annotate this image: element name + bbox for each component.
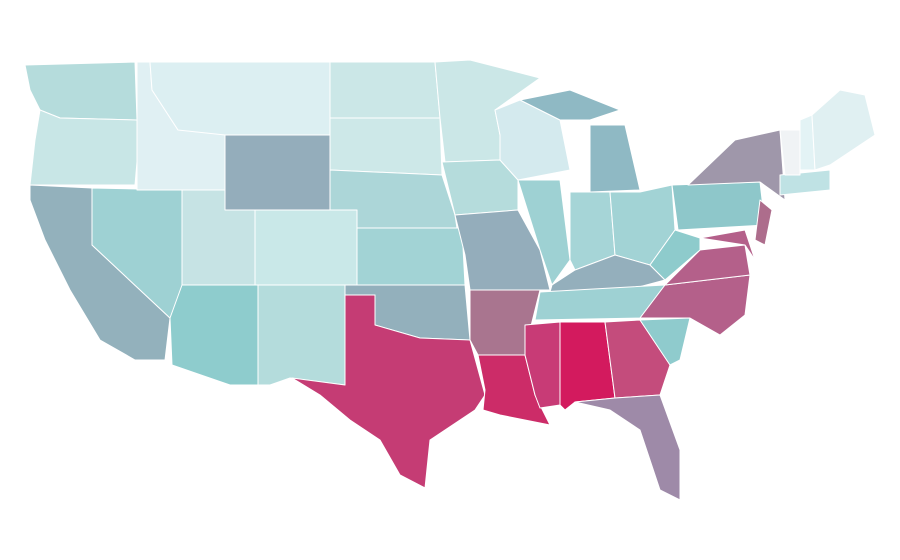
state-region [254, 209, 358, 286]
state-region [639, 317, 691, 366]
state-region [356, 227, 466, 286]
state-region [779, 129, 801, 176]
state-region [441, 159, 519, 216]
state-region [169, 284, 259, 386]
state-region [754, 199, 773, 246]
state-region [329, 117, 443, 176]
state-region [329, 61, 441, 119]
state-region [779, 169, 831, 196]
state-region [687, 129, 786, 201]
state-region [517, 179, 571, 286]
state-region [454, 209, 551, 291]
state-region [519, 89, 641, 193]
state-region [291, 294, 486, 489]
state-region [671, 181, 766, 231]
state-region [224, 134, 331, 211]
state-region [29, 109, 139, 186]
state-region [649, 229, 701, 281]
state-region [149, 61, 331, 136]
state-region [574, 394, 681, 501]
state-region [699, 229, 756, 261]
state-region [604, 319, 671, 399]
state-region [257, 284, 346, 386]
state-region [811, 89, 876, 171]
